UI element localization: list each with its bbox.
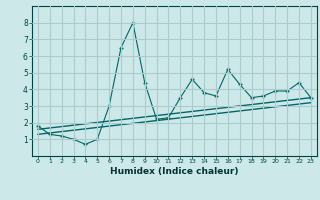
X-axis label: Humidex (Indice chaleur): Humidex (Indice chaleur) — [110, 167, 239, 176]
